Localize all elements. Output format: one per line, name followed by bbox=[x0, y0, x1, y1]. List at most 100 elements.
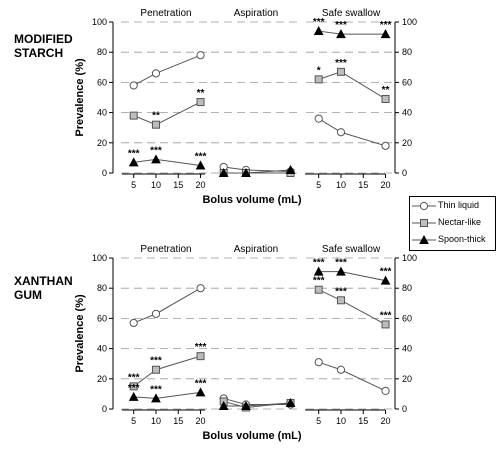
data-point bbox=[313, 26, 324, 36]
panel-1: Aspiration bbox=[218, 244, 296, 412]
x-tick-label: 20 bbox=[196, 180, 206, 190]
y-tick-label-right: 0 bbox=[402, 404, 407, 414]
y-tick-label-left: 80 bbox=[97, 47, 107, 57]
significance-label: ** bbox=[197, 88, 205, 99]
y-tick-label-left: 60 bbox=[97, 77, 107, 87]
legend: Thin liquid Nectar-like Spoon-thick bbox=[409, 196, 496, 251]
data-point bbox=[129, 81, 138, 90]
x-tick-label: 5 bbox=[316, 180, 321, 190]
significance-label: *** bbox=[335, 286, 347, 297]
data-point bbox=[151, 309, 161, 318]
significance-label: *** bbox=[313, 258, 325, 269]
x-tick-label: 5 bbox=[131, 180, 136, 190]
series-line bbox=[133, 158, 201, 166]
significance-label: *** bbox=[335, 58, 347, 69]
x-tick-label: 10 bbox=[151, 416, 161, 426]
circle-marker-icon bbox=[412, 201, 436, 211]
data-point bbox=[195, 387, 206, 397]
y-tick-label-left: 100 bbox=[92, 253, 107, 263]
data-point bbox=[313, 266, 324, 276]
data-point bbox=[381, 386, 390, 395]
legend-label: Nectar-like bbox=[438, 217, 482, 227]
data-point bbox=[151, 120, 160, 129]
data-point bbox=[241, 167, 251, 178]
x-tick-label: 15 bbox=[358, 180, 368, 190]
data-point bbox=[314, 358, 323, 367]
data-point bbox=[380, 275, 391, 285]
y-tick-label-left: 20 bbox=[97, 138, 107, 148]
data-point bbox=[285, 397, 296, 407]
data-point bbox=[314, 285, 323, 294]
significance-label: *** bbox=[150, 356, 162, 367]
data-point bbox=[151, 69, 161, 78]
data-point bbox=[380, 29, 391, 39]
y-tick-label-left: 40 bbox=[97, 344, 107, 354]
x-tick-label: 20 bbox=[196, 416, 206, 426]
series-line bbox=[318, 118, 386, 147]
significance-label: ** bbox=[152, 111, 160, 122]
y-tick-label-right: 80 bbox=[402, 47, 412, 57]
x-tick-label: 10 bbox=[151, 180, 161, 190]
data-point bbox=[285, 164, 296, 174]
y-tick-label-left: 0 bbox=[102, 168, 107, 178]
data-point bbox=[151, 154, 161, 164]
data-point bbox=[196, 51, 205, 60]
x-axis-title: Bolus volume (mL) bbox=[202, 430, 301, 442]
chart-row-1: 0 0 20 20 40 40 60 60 80 80 100 100 Prevalence (%) Pe… bbox=[74, 244, 417, 442]
y-tick-label-left: 0 bbox=[102, 404, 107, 414]
y-tick-label-left: 100 bbox=[92, 17, 107, 27]
legend-item-spoon-thick: Spoon-thick bbox=[412, 233, 494, 247]
x-tick-label: 15 bbox=[173, 180, 183, 190]
significance-label: ** bbox=[382, 85, 390, 96]
data-point bbox=[151, 365, 160, 374]
x-tick-label: 5 bbox=[131, 416, 136, 426]
series-line bbox=[318, 71, 386, 100]
data-point bbox=[129, 318, 138, 328]
y-tick-label-right: 40 bbox=[402, 108, 412, 118]
panel-title: Aspiration bbox=[234, 8, 278, 19]
y-axis-title: Prevalence (%) bbox=[74, 58, 86, 137]
panel-title: Safe swallow bbox=[322, 8, 381, 19]
x-tick-label: 15 bbox=[358, 416, 368, 426]
data-point bbox=[381, 95, 390, 104]
series-line bbox=[318, 361, 386, 392]
series-line bbox=[318, 271, 386, 282]
y-tick-label-right: 100 bbox=[402, 253, 417, 263]
significance-label: *** bbox=[380, 267, 392, 278]
x-axis-title: Bolus volume (mL) bbox=[202, 194, 301, 206]
row-label-modified-starch: MODIFIED STARCH bbox=[14, 32, 73, 60]
x-tick-label: 10 bbox=[336, 180, 346, 190]
series-line bbox=[318, 289, 386, 325]
series-line bbox=[133, 355, 201, 387]
series-line bbox=[318, 30, 386, 35]
significance-label: *** bbox=[195, 378, 207, 389]
significance-label: *** bbox=[128, 372, 140, 383]
x-tick-label: 15 bbox=[173, 416, 183, 426]
data-point bbox=[218, 167, 229, 178]
data-point bbox=[151, 393, 161, 403]
significance-label: *** bbox=[335, 258, 347, 269]
y-axis-title: Prevalence (%) bbox=[74, 294, 86, 373]
significance-label: *** bbox=[313, 276, 325, 287]
x-tick-label: 20 bbox=[381, 180, 391, 190]
data-point bbox=[314, 75, 323, 84]
data-point bbox=[336, 67, 345, 76]
y-tick-label-right: 20 bbox=[402, 138, 412, 148]
data-point bbox=[218, 400, 229, 410]
series-line bbox=[133, 101, 201, 126]
legend-label: Spoon-thick bbox=[438, 234, 486, 244]
significance-label: *** bbox=[335, 20, 347, 31]
significance-label: * bbox=[317, 65, 321, 76]
significance-label: *** bbox=[150, 145, 162, 156]
legend-label: Thin liquid bbox=[438, 200, 480, 210]
significance-label: *** bbox=[380, 310, 392, 321]
significance-label: *** bbox=[195, 151, 207, 162]
y-tick-label-right: 0 bbox=[402, 168, 407, 178]
y-tick-label-right: 60 bbox=[402, 313, 412, 323]
y-tick-label-left: 60 bbox=[97, 313, 107, 323]
data-point bbox=[196, 98, 205, 107]
x-tick-label: 10 bbox=[336, 416, 346, 426]
panel-title: Penetration bbox=[140, 244, 191, 255]
